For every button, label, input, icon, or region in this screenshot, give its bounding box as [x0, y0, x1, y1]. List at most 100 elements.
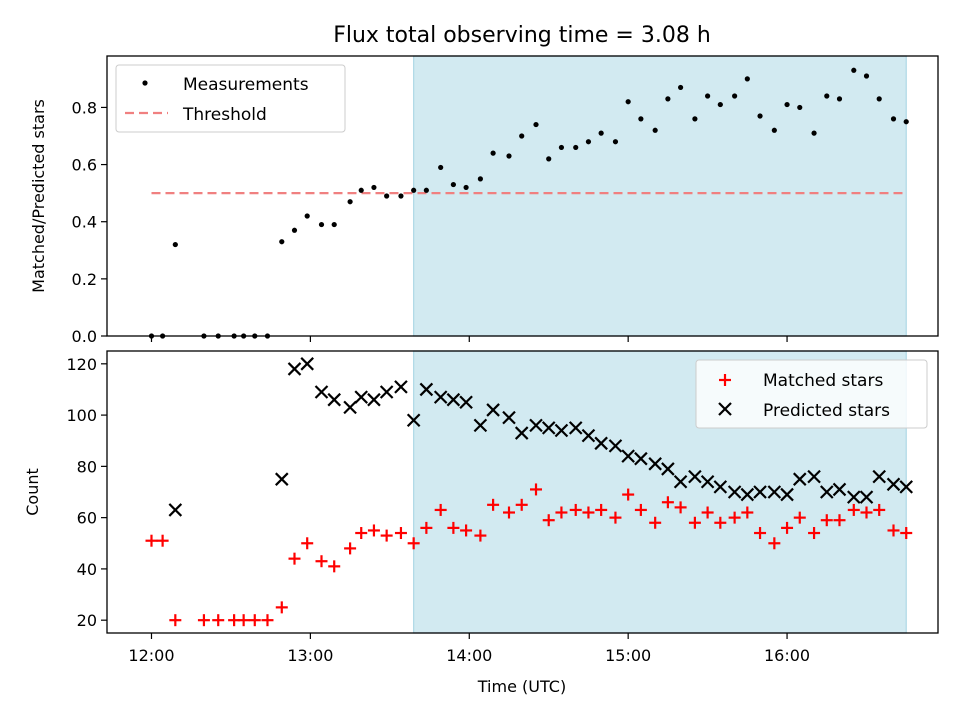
predicted-star-point [767, 485, 782, 499]
predicted-star-point [287, 362, 302, 376]
y-tick-label: 0.2 [72, 270, 97, 289]
measurement-point [638, 116, 644, 122]
matched-star-point [530, 483, 543, 496]
matched-star-point [542, 514, 555, 527]
predicted-star-point [529, 418, 543, 433]
matched-star-point [781, 521, 794, 534]
predicted-star-point [275, 472, 289, 486]
measurement-point [519, 133, 525, 139]
matched-star-point [674, 501, 687, 514]
matched-star-point [833, 514, 846, 527]
top-panel: 0.00.20.40.60.8 Matched/Predicted stars … [29, 55, 939, 346]
predicted-star-point [713, 480, 728, 494]
predicted-star-point [899, 480, 913, 494]
predicted-star-point [354, 390, 369, 404]
measurement-point [677, 84, 684, 91]
measurement-point [533, 121, 539, 128]
matched-star-point [355, 527, 368, 540]
matched-star-point [434, 503, 447, 516]
predicted-star-point [367, 392, 381, 407]
count-points [145, 357, 913, 627]
measurement-point [291, 227, 298, 233]
matched-star-point [301, 537, 314, 550]
x-tick-label: 14:00 [446, 646, 492, 665]
bottom-y-axis-label: Count [23, 468, 42, 516]
y-tick-label: 0.4 [72, 213, 97, 232]
predicted-star-point [608, 439, 623, 453]
measurement-point [318, 221, 325, 228]
measurement-point [304, 213, 310, 219]
predicted-star-point [859, 490, 874, 504]
x-axis-label: Time (UTC) [477, 677, 566, 696]
matched-star-point [714, 516, 727, 529]
measurement-point [398, 193, 404, 199]
y-tick-label: 0.8 [72, 98, 97, 117]
matched-star-point [900, 527, 913, 540]
matched-star-point [661, 496, 674, 509]
matched-star-point [169, 614, 182, 627]
predicted-star-point [554, 423, 569, 438]
matched-star-point [887, 524, 900, 537]
observing-window-band [413, 55, 907, 337]
measurement-point [585, 139, 592, 145]
y-tick-label: 60 [77, 509, 97, 528]
legend-measurements-label: Measurements [183, 75, 309, 95]
predicted-star-point [634, 451, 648, 466]
measurement-point [692, 116, 698, 122]
predicted-star-point [419, 382, 434, 397]
measurement-point [490, 150, 496, 156]
matched-star-point [288, 552, 301, 565]
measurement-point [744, 76, 750, 82]
bottom-panel: 20 40 60 80 100 120 12:00 13:00 14:00 15:00 16:00… [23, 350, 939, 696]
y-tick-label: 80 [77, 457, 97, 476]
measurement-point [331, 221, 337, 228]
measurement-point [546, 156, 552, 162]
measurement-point [463, 184, 469, 191]
matched-star-point [460, 524, 473, 537]
bottom-legend: Matched stars Predicted stars [695, 359, 928, 429]
measurement-point [732, 93, 738, 99]
x-tick-label: 13:00 [287, 646, 333, 665]
measurement-point [371, 184, 377, 191]
predicted-star-point [727, 485, 742, 499]
matched-star-point [237, 614, 250, 627]
matched-star-point [487, 498, 500, 511]
matched-star-point [212, 614, 225, 627]
predicted-star-point [648, 457, 662, 471]
matched-star-point [420, 521, 433, 534]
measurement-point [811, 130, 817, 136]
measurement-point [558, 144, 565, 151]
top-y-ticks: 0.0 0.2 0.4 0.6 0.8 [72, 98, 107, 346]
matched-star-point [407, 537, 420, 550]
y-tick-label: 120 [66, 355, 97, 374]
predicted-star-point [621, 449, 635, 463]
predicted-star-point [486, 403, 500, 417]
measurement-point [347, 199, 353, 205]
predicted-star-point [568, 421, 583, 435]
bottom-y-ticks: 20 40 60 80 100 120 [66, 355, 107, 630]
predicted-star-point [792, 472, 807, 486]
matched-star-point [622, 488, 635, 501]
top-y-axis-label: Matched/Predicted stars [29, 99, 48, 293]
matched-star-point [768, 537, 781, 550]
legend-matched-marker [719, 374, 731, 386]
predicted-star-point [872, 469, 886, 484]
measurement-point [705, 93, 711, 99]
matched-star-point [474, 529, 487, 542]
measurement-point [598, 130, 604, 136]
matched-star-point [248, 614, 261, 627]
predicted-star-point [700, 474, 715, 489]
measurement-point [438, 164, 444, 171]
predicted-star-point [314, 385, 329, 399]
matched-star-point [847, 503, 860, 516]
measurement-point [797, 104, 803, 111]
predicted-star-point [740, 487, 755, 502]
measurement-point [665, 96, 671, 102]
top-observing-window-shade [413, 55, 907, 337]
measurement-point [717, 101, 723, 108]
measurement-point [876, 96, 882, 102]
matched-star-point [367, 524, 380, 537]
matched-star-point [315, 555, 328, 568]
chart-title: Flux total observing time = 3.08 h [333, 23, 711, 48]
